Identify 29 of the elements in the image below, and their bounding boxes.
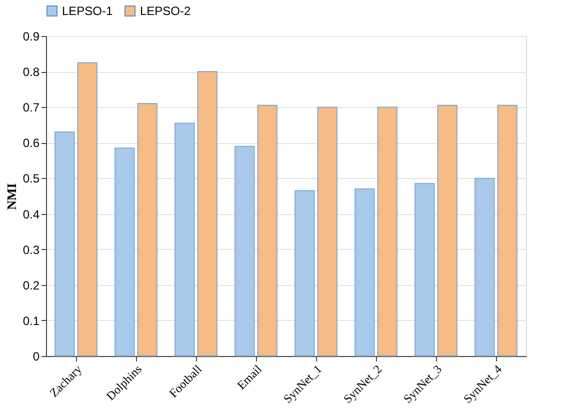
- bar: [234, 146, 255, 356]
- bar: [174, 122, 195, 356]
- y-tick-label: 0.8: [22, 65, 40, 80]
- bar: [474, 178, 495, 356]
- y-tick-label: 0.4: [22, 207, 40, 222]
- bar: [317, 106, 338, 356]
- y-tick-label: 0.3: [22, 242, 40, 257]
- y-tick-label: 0.1: [22, 314, 40, 328]
- bar: [257, 104, 278, 356]
- legend-label: LEPSO-1: [62, 4, 114, 18]
- bar: [377, 106, 398, 356]
- bar: [354, 188, 375, 356]
- bar: [414, 183, 435, 356]
- y-tick-label: 0: [32, 350, 40, 364]
- bar: [137, 103, 158, 356]
- bar: [77, 62, 98, 356]
- bar: [54, 132, 75, 356]
- bar: [114, 148, 135, 356]
- y-tick-label: 0.6: [22, 136, 40, 150]
- bar: [294, 190, 315, 356]
- legend-label: LEPSO-2: [140, 4, 192, 18]
- y-tick-label: 0.9: [22, 30, 40, 44]
- y-tick-label: 0.2: [22, 278, 40, 292]
- y-axis-title: NMI: [4, 183, 19, 210]
- bar: [497, 104, 518, 356]
- bar: [437, 104, 458, 356]
- bar: [197, 71, 218, 356]
- y-tick-label: 0.5: [22, 172, 40, 186]
- y-tick-label: 0.7: [22, 100, 40, 115]
